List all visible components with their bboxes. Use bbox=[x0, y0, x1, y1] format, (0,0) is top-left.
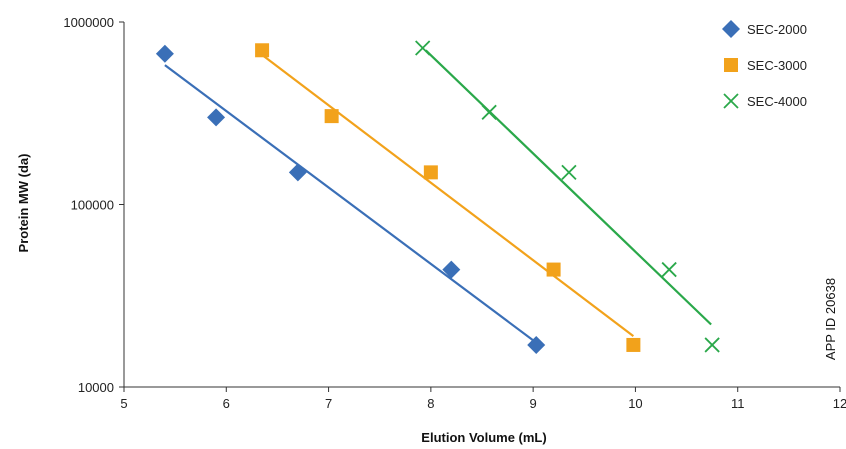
y-tick-label: 100000 bbox=[71, 198, 114, 213]
sec-3000-data-point bbox=[324, 109, 339, 124]
sec-2000-data-point bbox=[442, 260, 461, 279]
x-tick-label: 11 bbox=[731, 396, 745, 411]
sec-4000-trendline bbox=[424, 49, 712, 326]
sec-3000-data-point bbox=[423, 165, 438, 180]
sec-3000-data-point bbox=[626, 337, 641, 352]
sec-3000-legend-marker bbox=[724, 58, 738, 72]
plot-area bbox=[155, 40, 720, 354]
sec-2000-legend-label: SEC-2000 bbox=[747, 22, 807, 37]
x-tick-label: 9 bbox=[530, 396, 537, 411]
x-tick-label: 7 bbox=[325, 396, 332, 411]
sec-4000-data-point bbox=[561, 164, 577, 180]
y-tick-label: 1000000 bbox=[63, 15, 114, 30]
sec-4000-data-point bbox=[481, 104, 497, 120]
sec-3000-data-point bbox=[546, 262, 561, 277]
x-tick-label: 5 bbox=[120, 396, 127, 411]
sec-4000-legend-label: SEC-4000 bbox=[747, 94, 807, 109]
app-id-note: APP ID 20638 bbox=[823, 278, 838, 360]
sec-4000-data-point bbox=[661, 261, 677, 278]
sec-2000-legend-marker bbox=[722, 20, 740, 38]
y-tick-label: 10000 bbox=[78, 380, 114, 395]
x-tick-label: 8 bbox=[427, 396, 434, 411]
sec-3000-trendline bbox=[261, 54, 635, 338]
sec-2000-data-point bbox=[155, 44, 174, 63]
sec-4000-legend-marker bbox=[723, 93, 739, 109]
x-tick-label: 12 bbox=[833, 396, 846, 411]
y-axis-title: Protein MW (da) bbox=[16, 154, 31, 253]
x-tick-label: 6 bbox=[223, 396, 230, 411]
legend: SEC-2000 SEC-3000 SEC-4000 bbox=[722, 20, 807, 109]
sec-3000-data-point bbox=[255, 43, 270, 58]
sec-3000-legend-label: SEC-3000 bbox=[747, 58, 807, 73]
sec-2000-data-point bbox=[288, 163, 307, 182]
sec-2000-data-point bbox=[207, 108, 226, 127]
sec-2000-trendline bbox=[164, 64, 537, 344]
sec-4000-data-point bbox=[704, 337, 720, 353]
x-tick-label: 10 bbox=[628, 396, 642, 411]
sec-2000-data-point bbox=[527, 335, 546, 354]
x-axis-title: Elution Volume (mL) bbox=[421, 430, 546, 445]
axes: 5 6 7 8 9 10 11 12 10000 100000 1000000 bbox=[63, 15, 846, 411]
sec-4000-data-point bbox=[415, 40, 431, 56]
